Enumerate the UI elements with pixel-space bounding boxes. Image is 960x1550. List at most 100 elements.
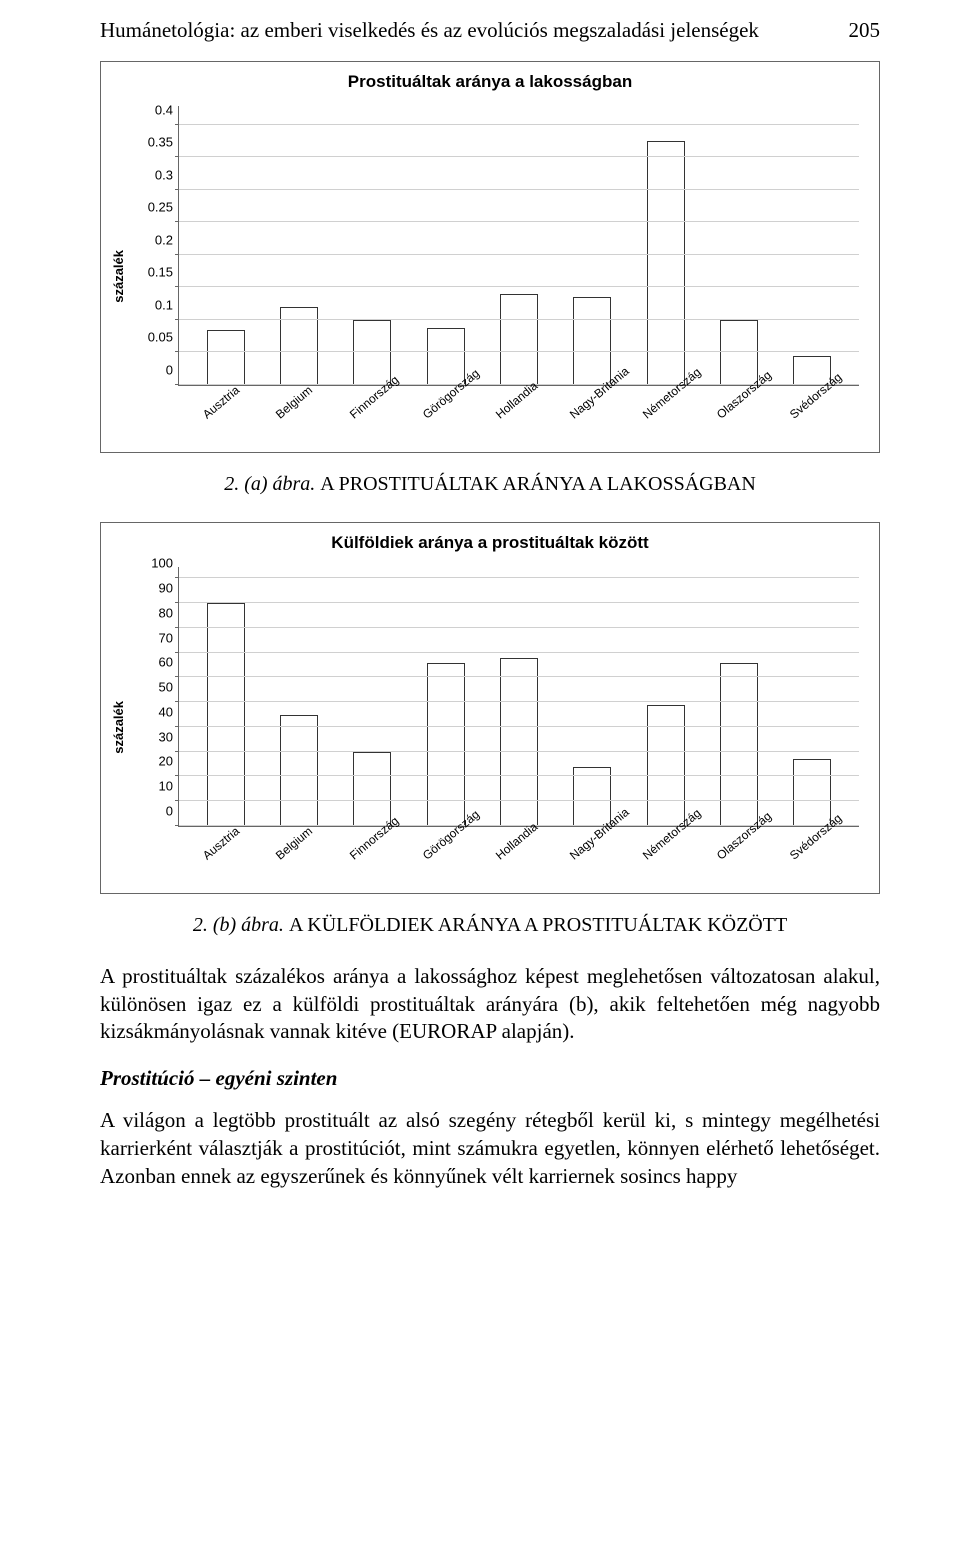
page-number: 205 [849,18,881,43]
gridline [179,627,859,628]
ytick-label: 60 [129,655,173,670]
bar [500,294,538,385]
ytick-label: 100 [129,556,173,571]
ytick-label: 0.15 [129,265,173,280]
xlabel: Finnország [347,386,412,453]
chart-a-ylabel: százalék [111,250,126,303]
gridline [179,775,859,776]
gridline [179,652,859,653]
ytick-mark [175,726,179,727]
ytick-label: 40 [129,704,173,719]
gridline [179,189,859,190]
xlabel: Belgium [273,827,338,894]
bar [207,330,245,385]
xlabel: Ausztria [200,386,265,453]
running-title: Humánetológia: az emberi viselkedés és a… [100,18,759,43]
gridline [179,701,859,702]
running-header: Humánetológia: az emberi viselkedés és a… [100,18,880,43]
ytick-mark [175,627,179,628]
ytick-label: 50 [129,680,173,695]
gridline [179,156,859,157]
xlabel: Hollandia [493,386,558,453]
ytick-mark [175,652,179,653]
ytick-label: 0.4 [129,102,173,117]
ytick-label: 0.25 [129,200,173,215]
ytick-mark [175,676,179,677]
caption-a-ref: 2. (a) ábra. [224,473,315,495]
caption-b-title: A KÜLFÖLDIEK ARÁNYA A PROSTITUÁLTAK KÖZÖ… [289,914,787,936]
chart-a-title: Prostituáltak aránya a lakosságban [111,72,869,92]
xlabel: Belgium [273,386,338,453]
chart-b-axes: 0102030405060708090100 [178,567,859,827]
ytick-mark [175,602,179,603]
ytick-mark [175,124,179,125]
ytick-mark [175,800,179,801]
bar [280,715,318,826]
xlabel: Görögország [420,386,485,453]
chart-b-xlabels: AusztriaBelgiumFinnországGörögországHoll… [178,827,859,887]
gridline [179,351,859,352]
xlabel: Finnország [347,827,412,894]
ytick-label: 0.1 [129,297,173,312]
ytick-label: 10 [129,779,173,794]
ytick-mark [175,156,179,157]
gridline [179,124,859,125]
gridline [179,286,859,287]
ytick-label: 0 [129,804,173,819]
chart-b-title: Külföldiek aránya a prostituáltak között [111,533,869,553]
caption-a: 2. (a) ábra. A PROSTITUÁLTAK ARÁNYA A LA… [100,473,880,496]
gridline [179,676,859,677]
ytick-label: 0.2 [129,232,173,247]
xlabel: Olaszország [714,827,779,894]
ytick-mark [175,384,179,385]
bar [793,759,831,826]
xlabel: Svédország [787,827,852,894]
ytick-label: 0 [129,363,173,378]
ytick-label: 30 [129,729,173,744]
ytick-label: 90 [129,581,173,596]
bar [573,297,611,385]
chart-b-bars [179,567,859,826]
ytick-label: 0.05 [129,330,173,345]
xlabel: Svédország [787,386,852,453]
ytick-mark [175,751,179,752]
ytick-mark [175,189,179,190]
ytick-label: 80 [129,605,173,620]
ytick-mark [175,701,179,702]
bar [207,603,245,826]
caption-a-title: A PROSTITUÁLTAK ARÁNYA A LAKOSSÁGBAN [320,473,756,495]
chart-a-xlabels: AusztriaBelgiumFinnországGörögországHoll… [178,386,859,446]
xlabel: Németország [640,827,705,894]
ytick-label: 0.3 [129,167,173,182]
ytick-mark [175,577,179,578]
ytick-label: 0.35 [129,135,173,150]
gridline [179,221,859,222]
gridline [179,726,859,727]
chart-a-axes: 00.050.10.150.20.250.30.350.4 [178,106,859,386]
paragraph-1: A prostituáltak százalékos aránya a lako… [100,963,880,1046]
paragraph-2: A világon a legtöbb prostituált az alsó … [100,1107,880,1190]
bar [647,141,685,385]
xlabel: Olaszország [714,386,779,453]
ytick-mark [175,319,179,320]
ytick-mark [175,351,179,352]
ytick-mark [175,221,179,222]
section-heading: Prostitúció – egyéni szinten [100,1066,880,1091]
gridline [179,254,859,255]
bar [720,663,758,826]
bar [353,752,391,826]
chart-a-bars [179,106,859,385]
ytick-mark [175,286,179,287]
gridline [179,602,859,603]
gridline [179,751,859,752]
gridline [179,800,859,801]
ytick-mark [175,254,179,255]
gridline [179,577,859,578]
ytick-mark [175,825,179,826]
xlabel: Nagy-Britania [567,827,632,894]
xlabel: Nagy-Britania [567,386,632,453]
xlabel: Ausztria [200,827,265,894]
xlabel: Hollandia [493,827,558,894]
bar [427,663,465,826]
ytick-mark [175,775,179,776]
